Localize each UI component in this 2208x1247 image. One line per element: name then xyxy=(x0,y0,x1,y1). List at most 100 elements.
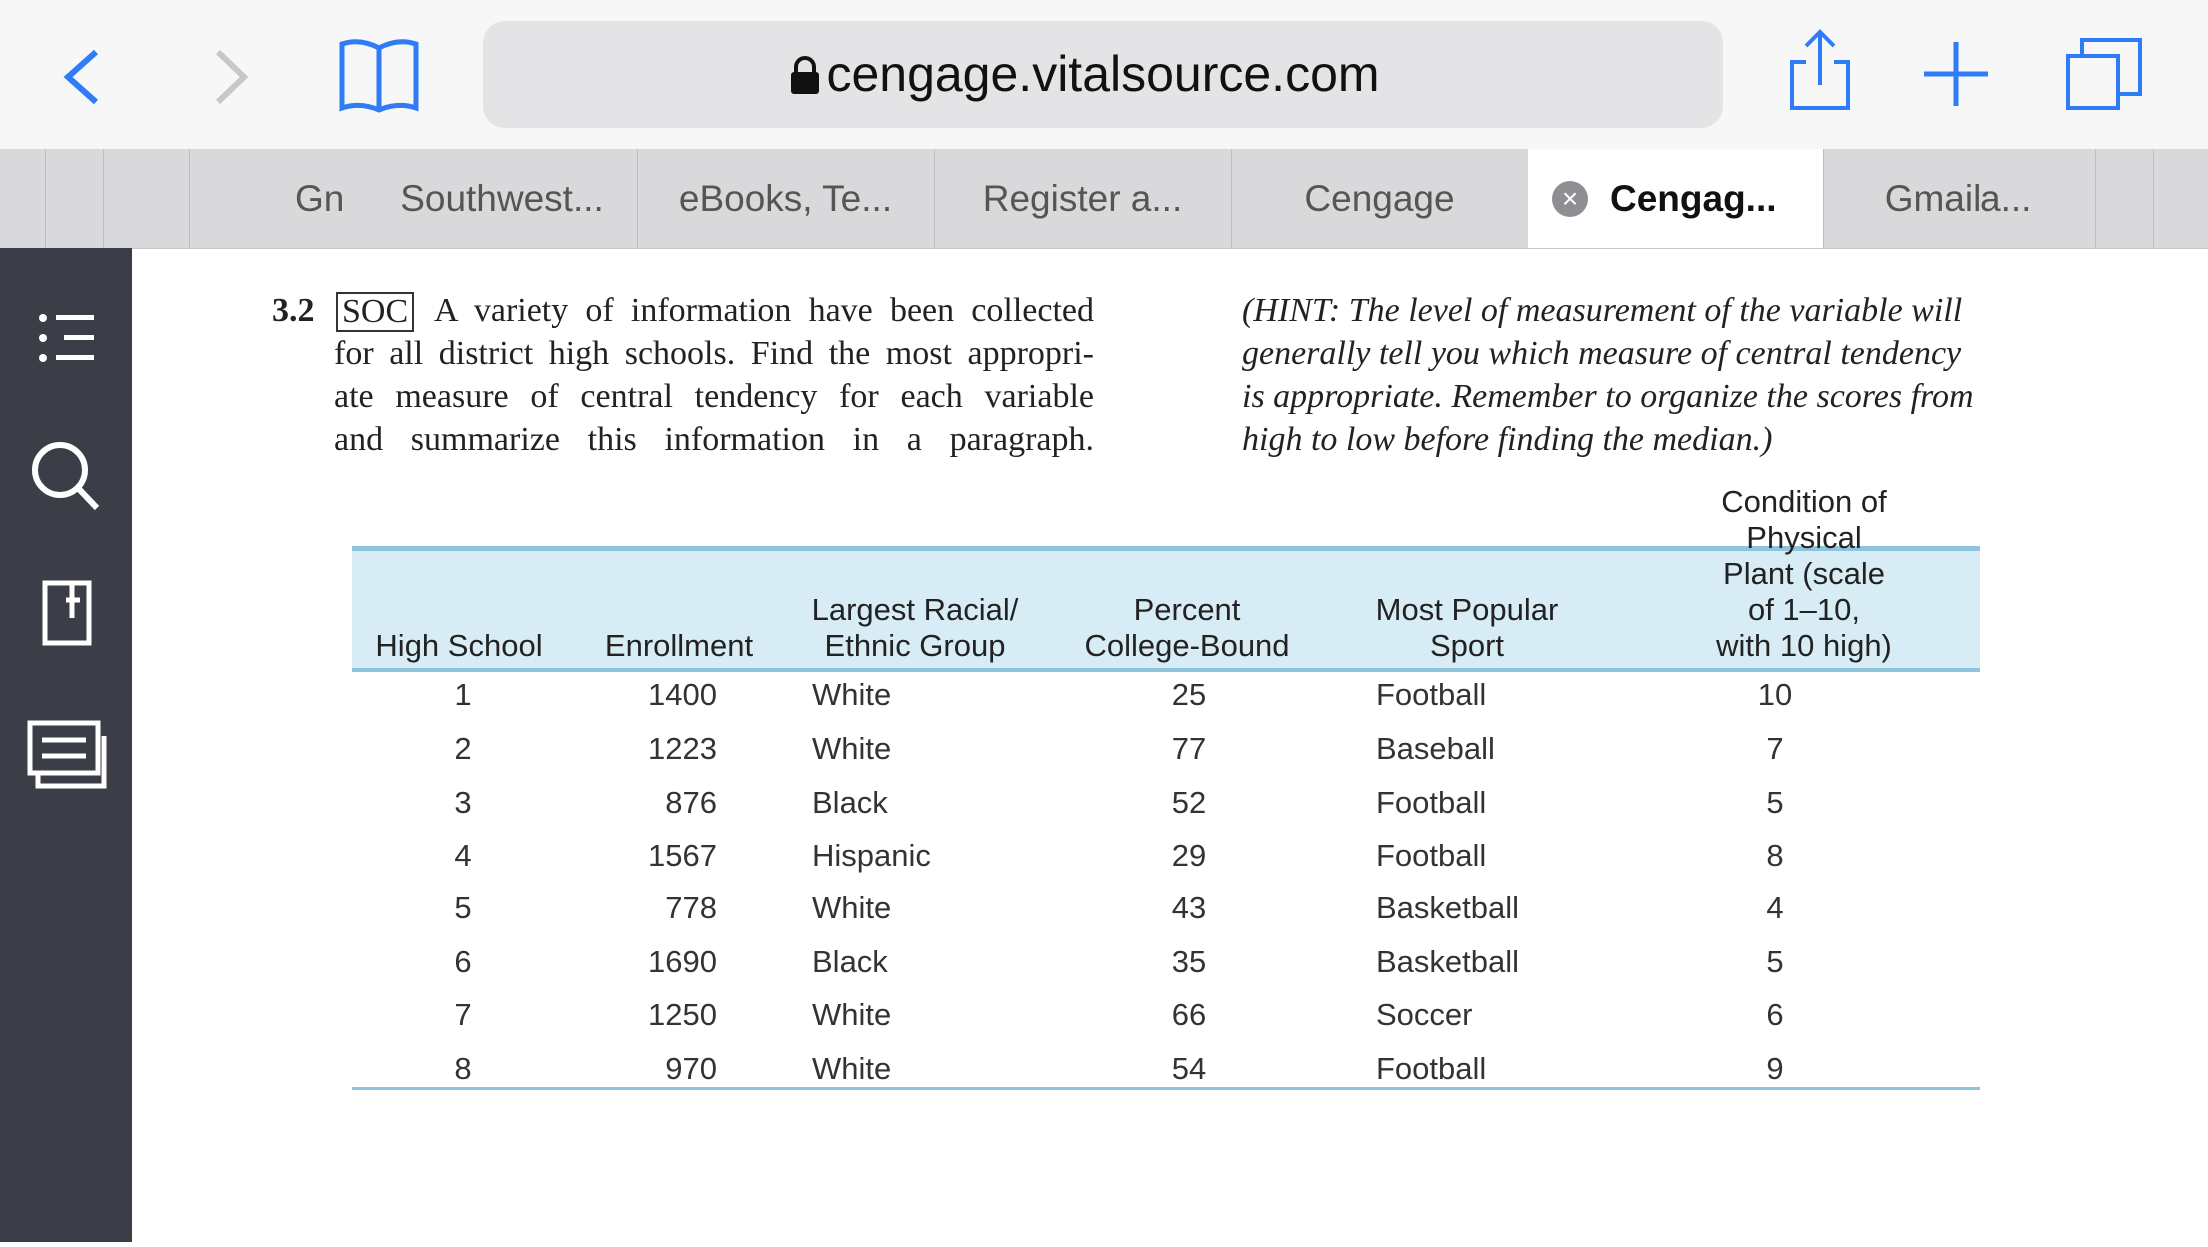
table-cell: 5 xyxy=(454,890,472,925)
hint-line: is appropriate. Remember to organize the… xyxy=(1242,378,1974,415)
table-cell: Football xyxy=(1376,785,1487,820)
table-cell: 7 xyxy=(1766,731,1784,766)
tab-separator xyxy=(637,149,638,248)
table-cell: 8 xyxy=(1766,838,1784,873)
tab-title: Southwest... xyxy=(400,178,604,219)
table-cell: 1690 xyxy=(648,944,717,979)
back-button[interactable] xyxy=(63,49,98,105)
tab[interactable]: Gn xyxy=(295,149,343,248)
tab-separator xyxy=(2095,149,2096,248)
tab-separator xyxy=(45,149,46,248)
problem-line: and summarize this information in a para… xyxy=(334,421,1094,458)
sidebar-icons xyxy=(27,314,107,789)
tab-separator xyxy=(1823,149,1824,248)
table-cell: 1 xyxy=(454,677,472,712)
table-bottom-rule xyxy=(352,1087,1980,1090)
table-cell: Soccer xyxy=(1376,997,1473,1032)
active-tab[interactable]: × Cengag... xyxy=(1528,149,1823,248)
tab[interactable]: Register a... xyxy=(934,149,1231,248)
table-cell: Football xyxy=(1376,1051,1487,1086)
hint-line: generally tell you which measure of cent… xyxy=(1242,335,1962,372)
table-cell: 4 xyxy=(1766,890,1784,925)
tab-separator xyxy=(934,149,935,248)
table-cell: 25 xyxy=(1171,677,1207,712)
forward-button[interactable] xyxy=(215,49,249,105)
table-cell: 35 xyxy=(1171,944,1207,979)
tab-title: Cengage xyxy=(1304,178,1455,219)
tab-title: Register a... xyxy=(982,178,1183,219)
table-cell: 6 xyxy=(454,944,472,979)
hint-line: high to low before finding the median.) xyxy=(1242,421,1773,458)
table-cell: 43 xyxy=(1171,890,1207,925)
table-cell: 876 xyxy=(665,785,717,820)
hint-text: (HINT: The level of measurement of the v… xyxy=(1242,289,1974,461)
tab[interactable]: a... xyxy=(1980,149,2095,248)
table-cell: 66 xyxy=(1171,997,1207,1032)
toolbar: cengage.vitalsource.com xyxy=(0,0,2208,149)
tab-separator xyxy=(103,149,104,248)
tab[interactable]: Southwest... xyxy=(370,149,634,248)
table-cell: 54 xyxy=(1171,1051,1207,1086)
table-cell: 1567 xyxy=(648,838,717,873)
column-header: High School xyxy=(375,628,543,663)
problem-line: for all district high schools. Find the … xyxy=(334,335,1094,372)
bookmark-button[interactable] xyxy=(42,580,92,646)
search-button[interactable] xyxy=(32,442,100,511)
table-cell: 2 xyxy=(454,731,472,766)
table-cell: 778 xyxy=(665,890,717,925)
close-tab-button[interactable]: × xyxy=(1552,181,1588,217)
problem-tag: SOC xyxy=(336,292,415,332)
contents-button[interactable] xyxy=(39,314,94,362)
new-tab-button[interactable] xyxy=(1924,42,1988,106)
problem-number: 3.2 xyxy=(272,292,315,329)
hint-line: (HINT: The level of measurement of the v… xyxy=(1242,292,1963,329)
tab[interactable]: eBooks, Te... xyxy=(637,149,934,248)
table-cell: 1223 xyxy=(648,731,717,766)
table-cell: 52 xyxy=(1171,785,1207,820)
table-cell: 4 xyxy=(454,838,472,873)
url: cengage.vitalsource.com xyxy=(826,46,1380,102)
table-cell: White xyxy=(812,997,892,1032)
column-header: Enrollment xyxy=(604,628,754,663)
address-bar[interactable]: cengage.vitalsource.com xyxy=(483,21,1723,128)
table-cell: 1250 xyxy=(648,997,717,1032)
table-cell: 6 xyxy=(1766,997,1784,1032)
tab-title: Cengag... xyxy=(1610,178,1777,219)
table-cell: 5 xyxy=(1766,785,1784,820)
problem-line: ate measure of central tendency for each… xyxy=(334,378,1094,415)
bookmarks-button[interactable] xyxy=(339,39,419,113)
tab-title: Gn xyxy=(295,178,343,219)
table-cell: 7 xyxy=(454,997,472,1032)
tab-title: Gmail xyxy=(1884,178,1982,219)
problem-text: A variety of information have been colle… xyxy=(334,289,1094,461)
table-cell: 1400 xyxy=(648,677,717,712)
table-cell: Baseball xyxy=(1376,731,1495,766)
table-cell: Basketball xyxy=(1376,890,1520,925)
column-header: Percent College-Bound xyxy=(1084,592,1290,663)
table-header: High School Enrollment Largest Racial/ Eth… xyxy=(352,484,1980,672)
tab[interactable]: Gmail xyxy=(1823,149,2095,248)
column-header: Most Popular Sport xyxy=(1375,592,1559,663)
tab-separator xyxy=(1231,149,1232,248)
table-cell: 10 xyxy=(1757,677,1793,712)
tab-separator xyxy=(2153,149,2154,248)
table-cell: White xyxy=(812,731,892,766)
table-cell: White xyxy=(812,890,892,925)
tab-bar: Gn Southwest... eBooks, Te... Register a...… xyxy=(0,149,2208,249)
table-cell: 8 xyxy=(454,1051,472,1086)
table-cell: Football xyxy=(1376,677,1487,712)
lock-icon xyxy=(791,56,819,94)
tab[interactable]: Cengage xyxy=(1231,149,1528,248)
table-cell: 3 xyxy=(454,785,472,820)
problem-line: A variety of information have been colle… xyxy=(434,292,1094,329)
share-button[interactable] xyxy=(1790,29,1850,110)
column-header: Largest Racial/ Ethnic Group xyxy=(811,592,1019,663)
column-header: Condition of Physical Plant (scale of 1–… xyxy=(1716,484,1892,663)
tab-separator xyxy=(189,149,190,248)
table-cell: Black xyxy=(812,785,888,820)
tab-title: eBooks, Te... xyxy=(678,178,893,219)
tabs-button[interactable] xyxy=(2066,38,2142,110)
table-cell: Football xyxy=(1376,838,1487,873)
notes-button[interactable] xyxy=(27,720,107,789)
